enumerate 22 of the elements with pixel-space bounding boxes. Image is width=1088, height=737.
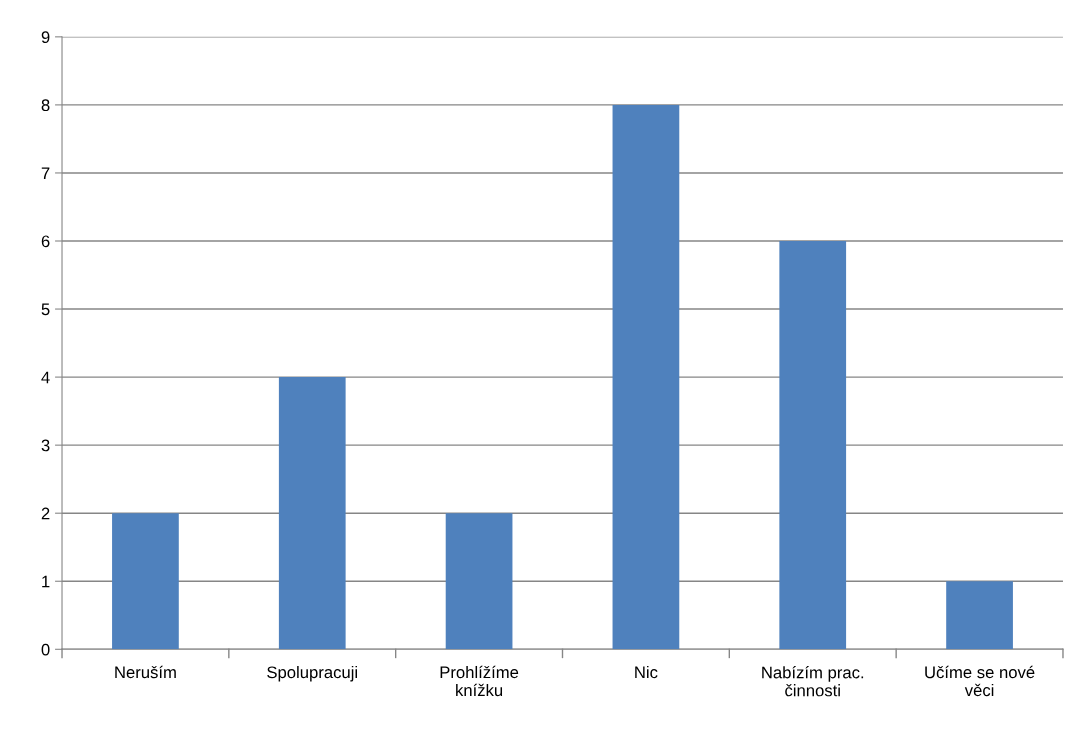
bar	[112, 513, 179, 650]
y-tick-label: 0	[41, 643, 50, 656]
x-tick-label: Učíme se nové věci	[925, 665, 1035, 697]
y-tick-label: 1	[42, 575, 50, 588]
y-tick-label: 9	[41, 31, 50, 44]
bar	[445, 513, 513, 650]
y-tick-label: 7	[41, 167, 50, 179]
bar	[946, 581, 1013, 650]
y-tick-label: 3	[41, 439, 50, 452]
y-tick-label: 2	[41, 507, 50, 520]
y-tick-label: 8	[41, 99, 50, 112]
x-tick-label: Spolupracuji	[267, 665, 357, 682]
x-tick-label: Neruším	[115, 665, 176, 679]
bar	[779, 241, 847, 650]
x-tick-label: Nic	[635, 665, 658, 679]
x-tick-label: Nabízím prac. činnosti	[762, 665, 864, 697]
y-tick-label: 5	[41, 303, 50, 316]
x-tick-label: Prohlížíme knížku	[440, 665, 519, 697]
y-tick-label: 6	[41, 235, 50, 248]
y-tick-label: 4	[41, 371, 50, 384]
bar	[278, 377, 346, 650]
bar	[612, 104, 680, 650]
